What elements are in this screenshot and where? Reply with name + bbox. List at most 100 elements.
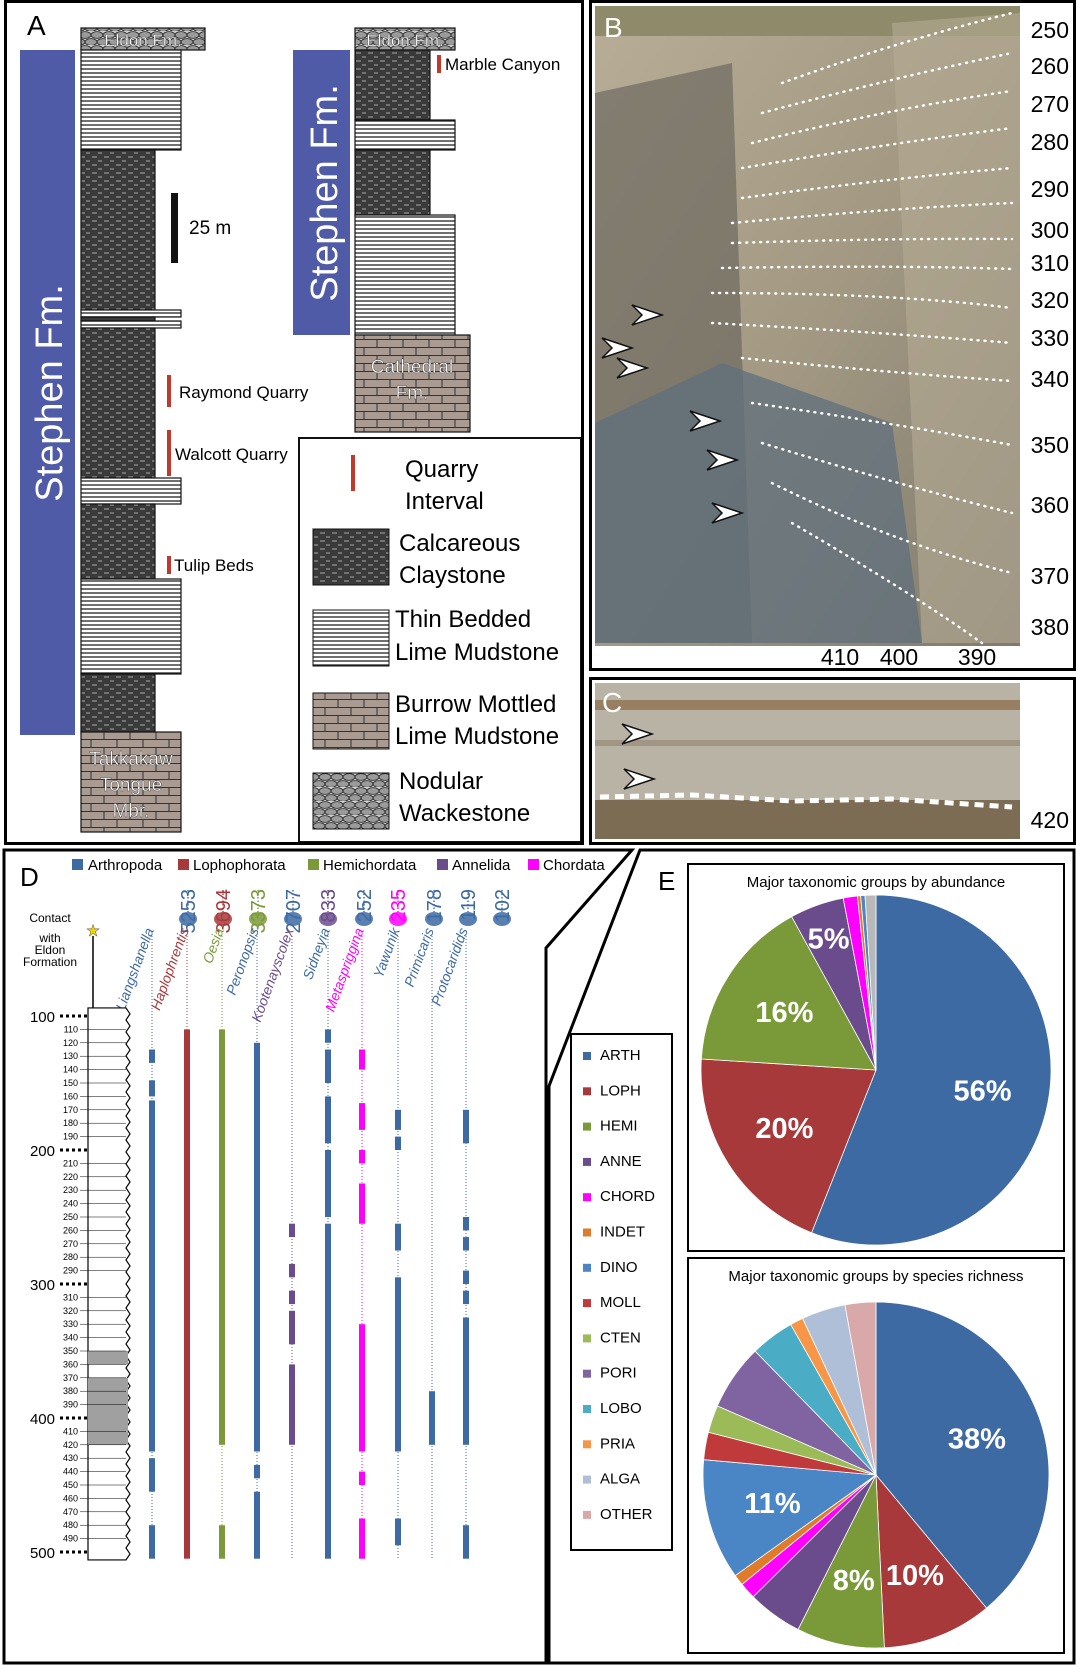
right-base-unit: Cathedral Fm.	[371, 357, 454, 404]
taxon-range-bar	[463, 1109, 469, 1144]
taxon-count: 3694	[213, 889, 235, 934]
left-base-unit-word-3: Mbr.	[113, 801, 150, 822]
taxon-range-bar	[254, 1464, 260, 1479]
depth-label-280: 280	[1031, 129, 1069, 155]
depth-minor-tick-label: 170	[63, 1105, 78, 1115]
taxon-range-bar	[359, 1471, 365, 1485]
depth-minor-tick-label: 410	[63, 1426, 78, 1436]
taxon-range-bar	[219, 1029, 225, 1445]
depth-minor-tick-label: 440	[63, 1467, 78, 1477]
depth-label-330: 330	[1031, 325, 1069, 351]
legend-arthropoda: Arthropoda	[88, 857, 163, 874]
depth-minor-tick-label: 470	[63, 1507, 78, 1517]
taxon-range-bar	[463, 1270, 469, 1284]
taxon-silhouette-icon	[179, 912, 197, 926]
outcrop-band-2	[595, 740, 1020, 746]
depth-label-320: 320	[1031, 287, 1069, 313]
legend-lophophorata-swatch	[178, 859, 189, 870]
taxon-range-bar	[359, 1518, 365, 1559]
right-base-unit-word-2: Fm.	[396, 383, 429, 404]
arrowhead-5	[706, 449, 740, 471]
depth-major-tick-label: 500	[30, 1545, 55, 1562]
legend-label-anne: ANNE	[600, 1153, 642, 1170]
depth-column	[87, 1007, 131, 1561]
pie-slice-arth	[811, 894, 1052, 1246]
legend-burrow-line-1: Burrow Mottled	[395, 691, 556, 718]
taxon-count: 2707	[283, 889, 305, 934]
depth-minor-tick-label: 360	[63, 1359, 78, 1369]
pie-title-abundance: Major taxonomic groups by abundance	[747, 874, 1006, 891]
raymond-quarry-label: Raymond Quarry	[179, 383, 309, 402]
legend-label-loph: LOPH	[600, 1082, 641, 1099]
pie-richness: 38% 10% 8% 11%	[702, 1301, 1050, 1649]
legend-thin-swatch	[312, 609, 390, 667]
taxon-range-bar	[325, 1049, 331, 1083]
pie-slice-hemi	[797, 1473, 885, 1649]
depth-minor-tick-label: 110	[64, 1024, 78, 1034]
pie-label-anne: 5%	[808, 923, 850, 955]
taxon-range-bar	[429, 1391, 435, 1445]
depth-minor-tick-label: 490	[63, 1534, 78, 1544]
legend-label-lobo: LOBO	[600, 1400, 642, 1417]
depth-minor-tick-label: 390	[63, 1400, 78, 1410]
arrowhead-2	[601, 337, 635, 359]
legend-thin-line-2: Lime Mudstone	[395, 639, 559, 666]
contact-label-line-1: Contact	[29, 911, 71, 925]
legend-claystone-swatch	[312, 528, 390, 586]
pie-slice-loph	[875, 1473, 988, 1649]
taxon-range-bar	[325, 1223, 331, 1559]
depth-minor-tick-label: 310	[63, 1292, 78, 1302]
panel-a-svg: A Stephen Fm. Eldon Fm. Takkakaw Tongue …	[20, 10, 582, 843]
legend-claystone-line-2: Claystone	[399, 562, 506, 589]
depth-minor-tick-label: 180	[63, 1118, 78, 1128]
legend-chordata: Chordata	[543, 857, 605, 874]
depth-label-250: 250	[1031, 17, 1069, 43]
legend-label-hemi: HEMI	[600, 1118, 638, 1135]
depth-label-290: 290	[1031, 176, 1069, 202]
taxon-silhouette-icon	[355, 912, 373, 926]
legend-swatch-dino	[583, 1263, 591, 1272]
left-base-unit: Takkakaw Tongue Mbr.	[89, 749, 173, 822]
depth-label-360: 360	[1031, 492, 1069, 518]
depth-label-300: 300	[1031, 217, 1069, 243]
taxon-range-bar	[463, 1217, 469, 1231]
taxon-range-bar	[359, 1049, 365, 1070]
arrowhead-1	[631, 304, 665, 326]
depth-label-310: 310	[1031, 250, 1069, 276]
depth-minor-tick-label: 430	[63, 1453, 78, 1463]
depth-minor-tick-label: 330	[63, 1319, 78, 1329]
taxon-range-bar	[254, 1491, 260, 1559]
legend-swatch-other	[583, 1510, 591, 1519]
taxon-range-bar	[359, 1183, 365, 1224]
taxon-range-bar	[149, 1049, 155, 1063]
contact-label-line-3: Eldon	[35, 943, 66, 957]
depth-label-380: 380	[1031, 614, 1069, 640]
taxon-range-bar	[395, 1109, 401, 1130]
walcott-quarry-marker	[167, 430, 171, 476]
depth-label-400: 400	[880, 644, 918, 668]
stephen-bar-left	[20, 50, 75, 735]
walcott-quarry-label: Walcott Quarry	[175, 445, 288, 464]
arrowheads	[601, 304, 745, 524]
depth-major-tick-label: 400	[30, 1411, 55, 1428]
legend-nodular-line-1: Nodular	[399, 768, 483, 795]
pie-slice-other	[844, 1301, 877, 1476]
pie-slice-arth	[875, 1301, 1050, 1609]
depth-major-tick-label: 300	[30, 1277, 55, 1294]
taxon-range-bar	[463, 1525, 469, 1559]
arrowhead-c1	[621, 723, 655, 745]
legend-lophophorata: Lophophorata	[193, 857, 286, 874]
depth-label-350: 350	[1031, 432, 1069, 458]
legend-swatch-indet	[583, 1228, 591, 1237]
depth-label-370: 370	[1031, 563, 1069, 589]
depth-minor-tick-label: 450	[63, 1480, 78, 1490]
left-top-unit: Eldon Fm.	[104, 31, 181, 50]
depth-label-410: 410	[821, 644, 859, 668]
taxon-range-bar	[219, 1525, 225, 1559]
taxon-range-bar	[149, 1525, 155, 1559]
taxon-range-bar	[149, 1458, 155, 1492]
panel-b-letter: B	[604, 12, 623, 43]
taxon-range-bar	[149, 1080, 155, 1097]
legend-label-arth: ARTH	[600, 1047, 641, 1064]
pie-slice-dino	[702, 1459, 878, 1577]
